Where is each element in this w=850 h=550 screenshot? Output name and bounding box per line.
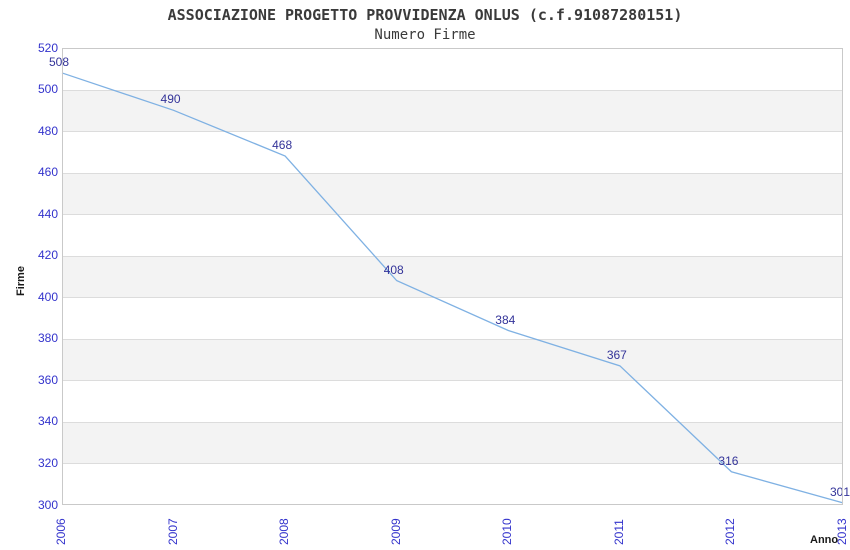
gridline [62,380,843,382]
y-tick-label: 320 [37,455,58,470]
grid-band [62,89,843,132]
x-axis-title: Anno [810,534,839,546]
x-tick-label: 2011 [611,519,626,545]
series-polyline [61,72,844,504]
y-tick-label: 400 [37,289,58,304]
value-label: 468 [272,138,293,153]
x-tick-label: 2008 [277,518,292,545]
chart-title: ASSOCIAZIONE PROGETTO PROVVIDENZA ONLUS … [167,6,683,24]
grid-band [62,338,843,381]
value-label: 508 [48,54,70,69]
x-tick-label: 2012 [723,518,738,545]
y-tick-label: 360 [37,372,58,387]
gridline [62,255,843,257]
gridline [62,463,843,465]
x-tick-label: 2010 [500,518,515,545]
gridline [62,338,843,340]
y-tick-label: 440 [37,206,58,221]
grid-band [62,421,843,464]
y-tick-label: 500 [37,82,58,97]
gridline [62,421,843,423]
x-tick-label: 2009 [388,518,403,545]
gridline [62,172,843,174]
y-tick-label: 340 [37,414,58,429]
grid-band [62,255,843,298]
grid-band [62,172,843,215]
gridline [62,214,843,216]
y-tick-label: 300 [37,497,58,512]
chart-subtitle: Numero Firme [374,27,476,43]
y-tick-label: 460 [37,165,58,180]
gridline [62,89,843,91]
plot-area: 508 490 468 408 384 367 316 301 [49,48,850,505]
value-label: 490 [160,92,181,107]
y-tick-label: 480 [37,123,58,138]
x-tick-label: 2007 [165,518,180,545]
gridline [62,131,843,133]
gridline [62,297,843,299]
value-label: 408 [383,262,404,277]
line-series [61,72,844,504]
value-label: 367 [606,347,627,362]
x-tick-label: 2006 [54,518,68,545]
value-label: 316 [718,453,739,468]
y-tick-label: 420 [37,248,58,263]
y-tick-label: 380 [37,331,58,346]
value-label: 301 [829,484,850,499]
y-axis-title: Firme [15,266,27,296]
y-tick-label: 520 [37,40,58,55]
value-label: 384 [495,312,516,327]
